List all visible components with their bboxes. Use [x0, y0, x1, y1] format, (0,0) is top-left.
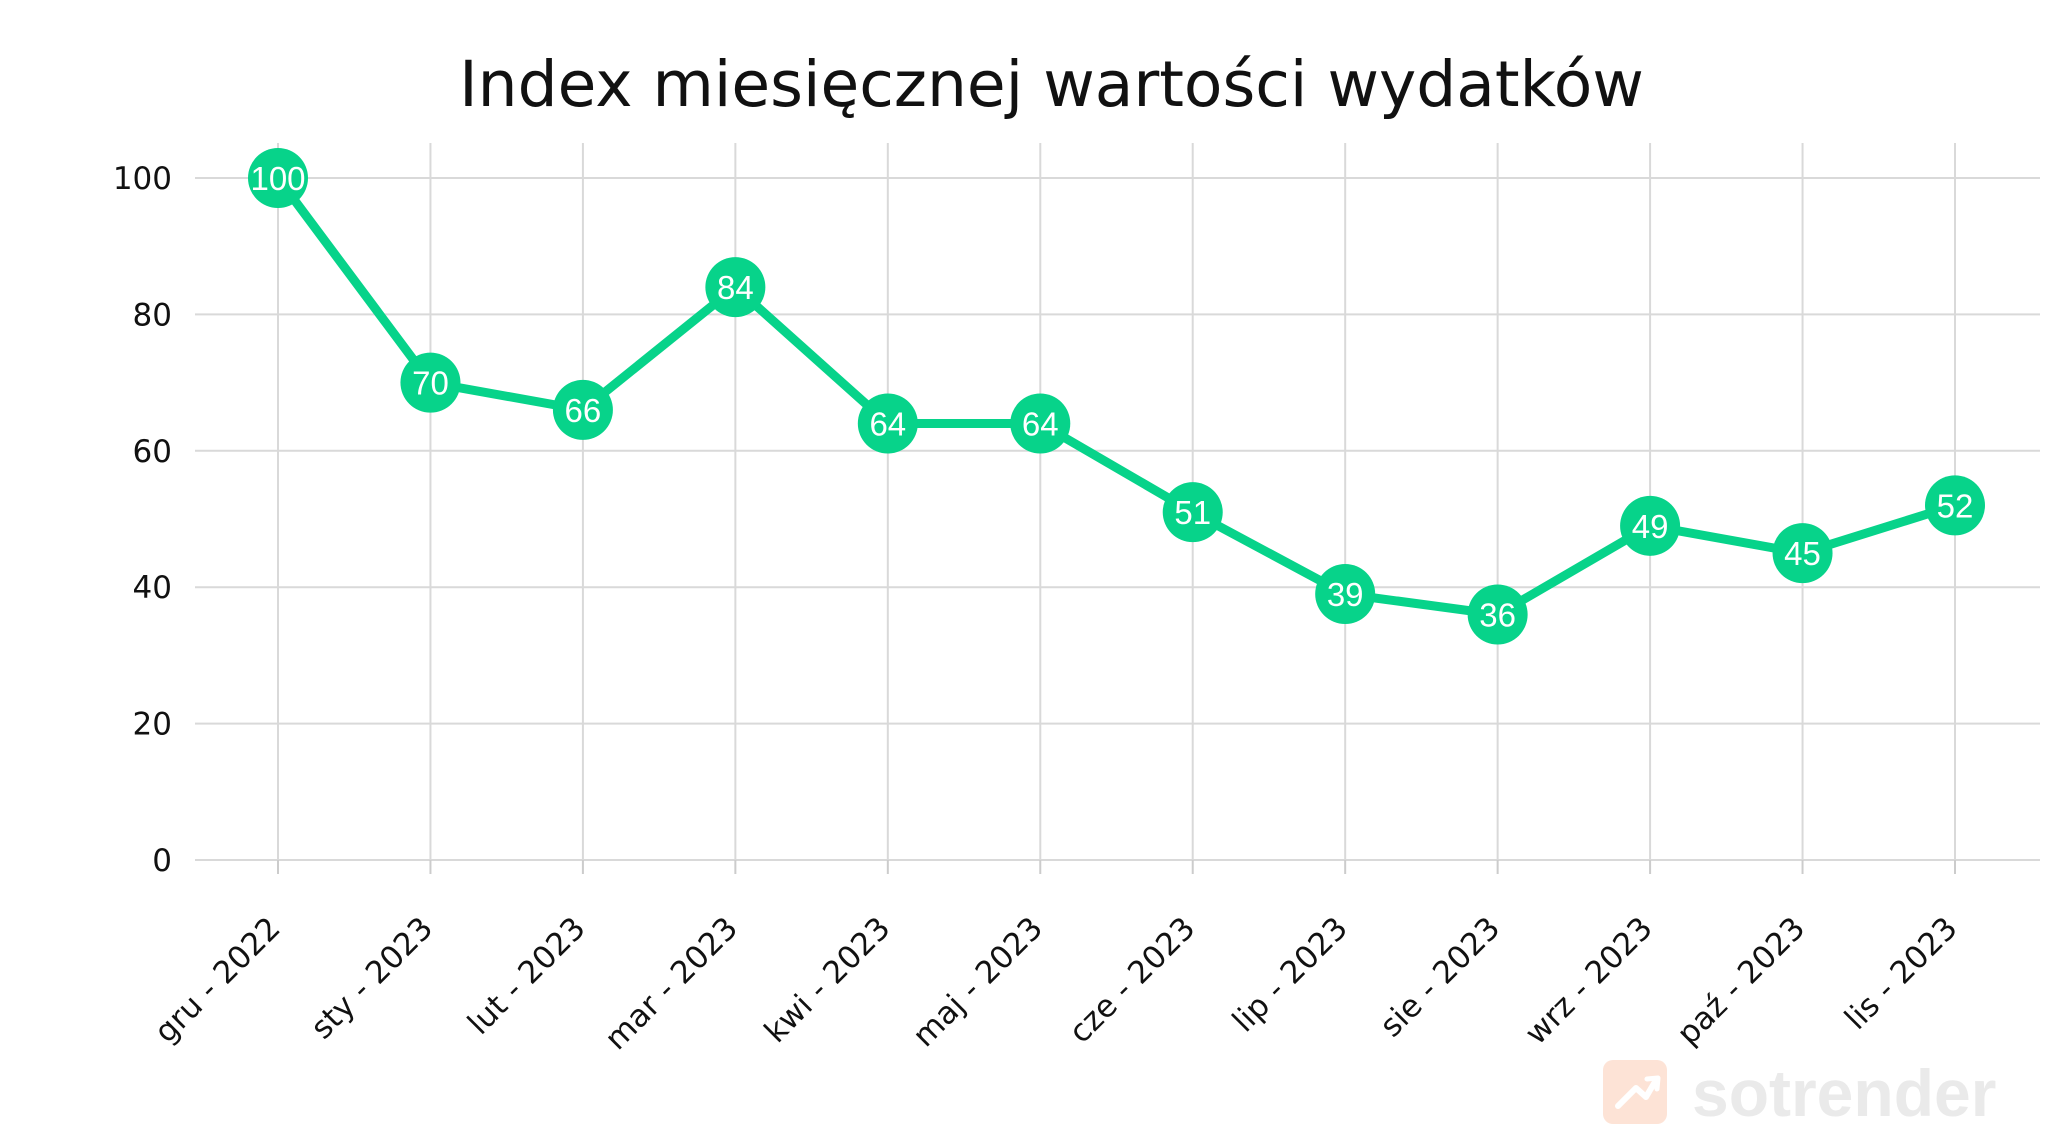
x-tick-label: sie - 2023	[1373, 910, 1507, 1044]
data-point	[248, 148, 308, 208]
x-tick-label: mar - 2023	[598, 910, 745, 1057]
x-tick-label: kwi - 2023	[758, 910, 898, 1050]
x-tick-label: cze - 2023	[1062, 910, 1202, 1050]
y-tick-label: 40	[133, 570, 172, 606]
x-tick-label: sty - 2023	[304, 910, 440, 1046]
trend-up-arrow	[1615, 1077, 1659, 1109]
data-point	[1925, 475, 1985, 536]
data-label: 84	[717, 269, 754, 306]
data-point	[705, 257, 766, 318]
x-tick-label: lis - 2023	[1838, 910, 1965, 1037]
y-axis-ticks: 0 20 40 60 80 100	[113, 161, 172, 879]
data-label: 39	[1327, 576, 1364, 613]
chart-title: Index miesięcznej wartości wydatków	[459, 48, 1644, 121]
data-label: 51	[1174, 494, 1211, 531]
y-tick-label: 0	[152, 843, 172, 879]
x-axis-ticks: gru - 2022 sty - 2023 lut - 2023 mar - 2023…	[148, 910, 1965, 1057]
watermark: sotrender	[1603, 1056, 1996, 1124]
x-tick-label: wrz - 2023	[1518, 910, 1660, 1052]
data-point	[857, 393, 918, 454]
x-tick-label: lut - 2023	[461, 910, 593, 1042]
y-tick-label: 100	[113, 161, 172, 197]
data-label: 66	[565, 392, 602, 429]
x-tick-label: paź - 2023	[1670, 910, 1812, 1052]
data-point	[1467, 584, 1528, 645]
data-label: 70	[412, 365, 449, 402]
data-label: 64	[869, 406, 906, 443]
grid-lines	[195, 143, 2040, 874]
y-tick-label: 60	[133, 434, 172, 470]
data-label: 36	[1479, 596, 1516, 633]
data-point	[400, 352, 461, 413]
series-line	[273, 173, 1960, 619]
data-label: 64	[1022, 406, 1059, 443]
watermark-brand: sotrender	[1692, 1056, 1996, 1124]
x-tick-label: maj - 2023	[906, 910, 1050, 1054]
data-point	[1620, 495, 1681, 556]
data-point	[1010, 393, 1071, 454]
series-layer: 100 70 66 84 64 64 51 39 36 49 45 52	[248, 148, 1985, 645]
data-label: 49	[1632, 508, 1669, 545]
trend-up-arrowhead	[1644, 1075, 1661, 1092]
data-point	[552, 379, 613, 440]
data-label: 100	[250, 160, 305, 197]
y-tick-label: 20	[133, 707, 172, 743]
data-point	[1162, 482, 1223, 543]
y-tick-label: 80	[133, 297, 172, 333]
x-tick-label: lip - 2023	[1226, 910, 1355, 1039]
data-label: 45	[1784, 535, 1821, 572]
data-point	[1315, 564, 1376, 625]
data-point	[1772, 523, 1833, 584]
data-label: 52	[1937, 487, 1974, 524]
x-tick-label: gru - 2022	[148, 910, 288, 1050]
